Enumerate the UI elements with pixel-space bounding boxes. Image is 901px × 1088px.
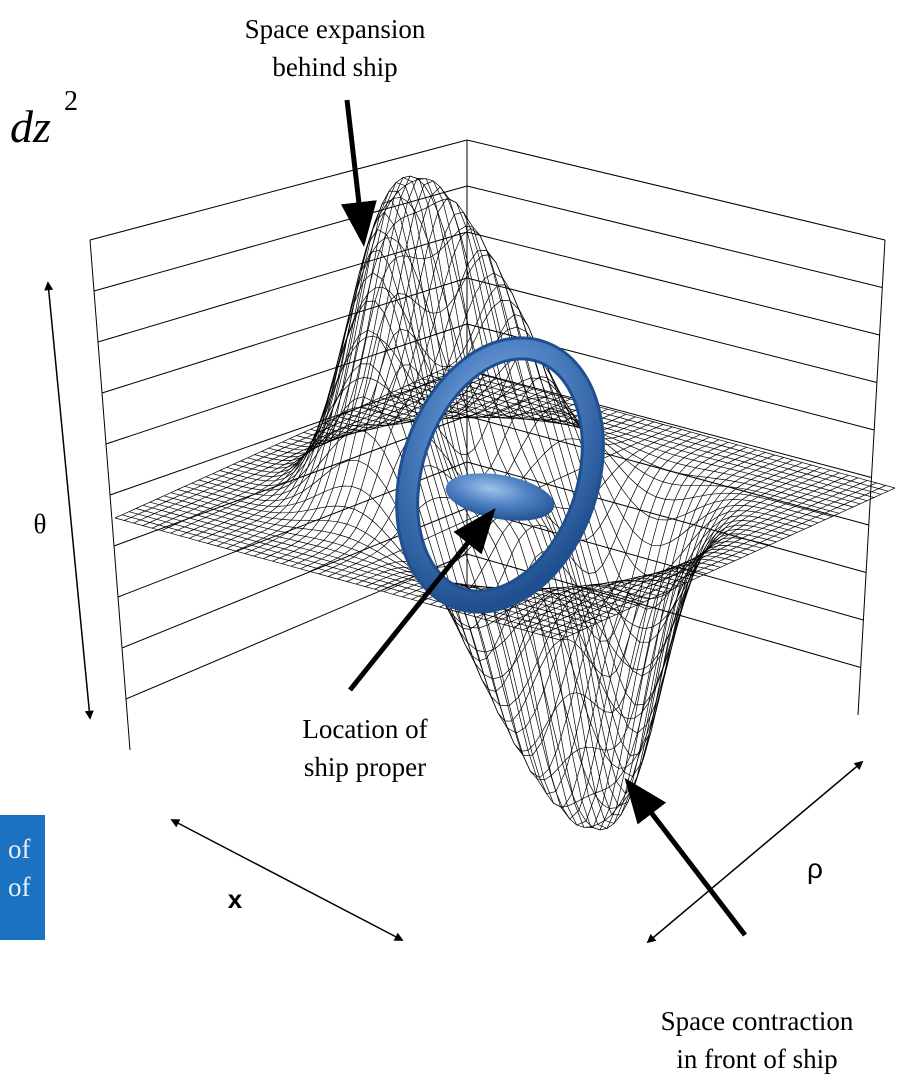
mesh-line xyxy=(394,390,840,514)
metric: dz xyxy=(10,101,51,152)
metric-exponent: 2 xyxy=(64,86,78,117)
mesh-line xyxy=(317,197,763,777)
mesh-line xyxy=(494,469,831,623)
mesh-line xyxy=(532,480,868,633)
wall-line xyxy=(466,277,878,383)
mesh-line xyxy=(513,474,849,628)
mesh-line xyxy=(559,487,896,641)
arrows xyxy=(44,99,864,944)
mesh-line xyxy=(422,378,868,502)
wall-line xyxy=(93,185,468,292)
axis-label: ρ xyxy=(807,853,823,884)
wall-line xyxy=(109,369,468,496)
side-box xyxy=(0,815,45,940)
mesh-line xyxy=(550,485,886,638)
mesh-line xyxy=(435,371,882,495)
wall-line xyxy=(466,231,880,336)
axis-label: θ xyxy=(34,509,47,539)
mesh-line xyxy=(415,381,861,505)
ring xyxy=(395,336,605,614)
label: Location of xyxy=(302,714,427,744)
label: Space expansion xyxy=(245,14,426,44)
label: Space contraction xyxy=(661,1006,854,1036)
label: ship proper xyxy=(304,752,426,782)
mesh-line xyxy=(408,384,854,508)
mesh-line xyxy=(401,387,847,511)
mesh-line xyxy=(449,365,896,489)
wall-line xyxy=(466,461,867,573)
mesh-line xyxy=(429,375,875,498)
label: behind ship xyxy=(272,52,397,82)
side-text: of xyxy=(8,872,31,902)
label: in front of ship xyxy=(676,1044,837,1074)
wall-line xyxy=(105,323,468,445)
mesh-line xyxy=(541,482,877,636)
side-text: of xyxy=(8,834,31,864)
mesh-line xyxy=(170,380,506,534)
wall-line xyxy=(125,553,468,700)
mesh-line xyxy=(442,368,889,492)
axis-label: x xyxy=(228,884,243,914)
mesh-line xyxy=(522,477,859,631)
box-walls xyxy=(89,139,886,751)
mesh-line xyxy=(324,211,770,757)
wall-line xyxy=(466,185,883,288)
